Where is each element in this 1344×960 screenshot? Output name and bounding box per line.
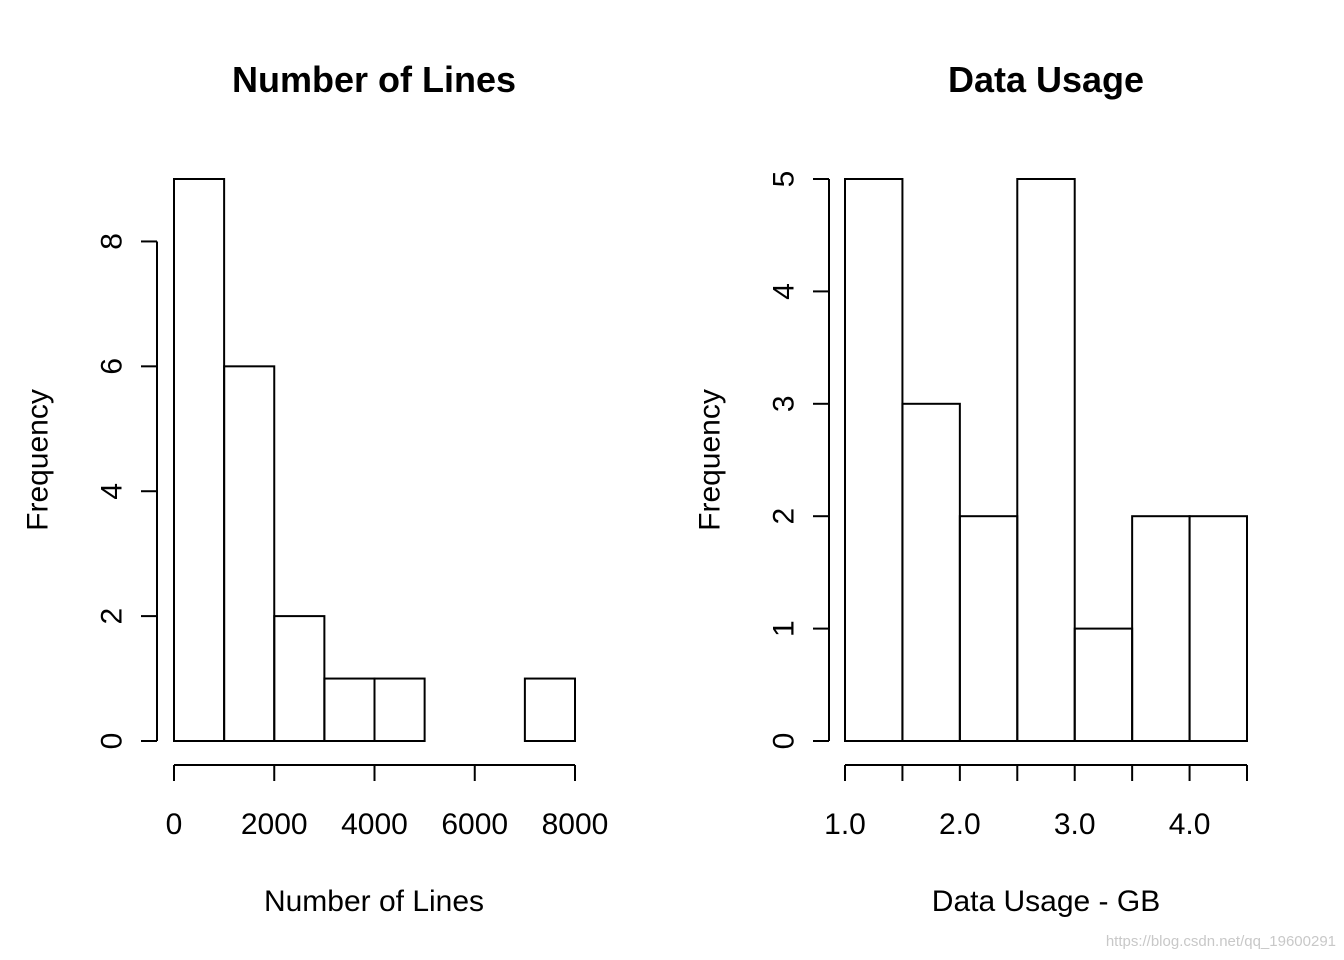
y-tick-label: 4 xyxy=(768,283,801,300)
histogram-bar xyxy=(173,178,226,742)
x-tick-label: 4.0 xyxy=(1169,808,1211,841)
x-tick-label: 2000 xyxy=(241,808,308,841)
histogram-bar xyxy=(901,402,961,742)
histogram-bar xyxy=(273,615,326,742)
histogram-bar xyxy=(1016,178,1076,742)
y-tick-label: 3 xyxy=(768,395,801,412)
y-tick-label: 2 xyxy=(768,508,801,525)
histogram-number-of-lines: Number of Lines 0 2 4 6 8 0 2000 4000 6000 8000 Num… xyxy=(22,59,609,918)
histogram-bar xyxy=(523,677,576,742)
y-tick-label: 4 xyxy=(96,483,129,500)
x-tick-label: 6000 xyxy=(441,808,508,841)
y-tick-label: 1 xyxy=(768,620,801,637)
x-tick-label: 4000 xyxy=(341,808,408,841)
histogram-bar xyxy=(1188,515,1248,743)
x-tick-label: 3.0 xyxy=(1054,808,1096,841)
histogram-bar xyxy=(323,677,376,742)
y-tick-label: 0 xyxy=(96,733,129,750)
histogram-bar xyxy=(1073,627,1134,742)
chart-title: Data Usage xyxy=(948,59,1144,100)
histogram-bar xyxy=(373,677,426,742)
x-tick-label: 8000 xyxy=(542,808,609,841)
x-axis-label: Data Usage - GB xyxy=(932,885,1160,918)
x-tick-label: 1.0 xyxy=(824,808,866,841)
y-tick-label: 8 xyxy=(96,233,129,250)
y-tick-label: 2 xyxy=(96,608,129,625)
histogram-bar xyxy=(223,365,276,742)
histogram-data-usage: Data Usage 0 1 2 3 4 5 1.0 2.0 3.0 4.0 Data Usage -… xyxy=(694,59,1248,918)
histogram-bar xyxy=(844,178,904,742)
y-axis-label: Frequency xyxy=(694,389,727,531)
x-tick-label: 2.0 xyxy=(939,808,981,841)
x-tick-label: 0 xyxy=(166,808,183,841)
histogram-bar xyxy=(958,515,1019,743)
watermark: https://blog.csdn.net/qq_19600291 xyxy=(1105,933,1336,950)
y-tick-label: 0 xyxy=(768,733,801,750)
chart-title: Number of Lines xyxy=(232,59,516,100)
y-tick-label: 6 xyxy=(96,358,129,375)
y-axis-label: Frequency xyxy=(22,389,55,531)
x-axis-label: Number of Lines xyxy=(264,885,484,918)
histogram-bar xyxy=(1131,515,1191,743)
y-tick-label: 5 xyxy=(768,171,801,188)
